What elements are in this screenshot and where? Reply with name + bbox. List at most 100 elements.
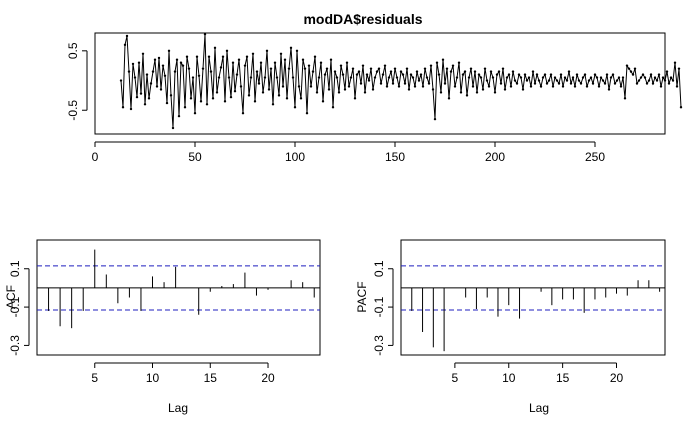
residual-point [441,58,445,61]
residual-point [641,73,645,76]
residual-point [131,62,135,66]
residual-point [469,67,473,70]
pacf-x-label: Lag [529,401,549,415]
residual-point [371,88,375,91]
residual-point [449,70,453,73]
x-tick-label: 15 [204,371,218,385]
residual-point [299,97,303,100]
residual-point [345,61,349,64]
residual-point [163,74,167,77]
residual-point [161,64,165,67]
residual-point [165,101,169,105]
x-tick-label: 5 [91,371,98,385]
residual-point [599,76,603,79]
residual-point [405,67,409,70]
residual-point [175,58,179,61]
residual-point [307,64,311,67]
residual-point [233,90,237,93]
pacf-x-axis: 5 10 15 20 [452,362,624,385]
residual-point [541,76,545,79]
residual-point [549,73,553,76]
residual-point [189,97,193,100]
residual-point [627,67,631,70]
residual-point [475,91,479,94]
residual-point [501,67,505,70]
residual-point [621,76,625,79]
residual-point [129,107,133,111]
residual-point [485,79,489,82]
residual-point [265,49,269,53]
residual-point [471,85,475,88]
residual-point [633,67,637,70]
residual-point [267,88,271,91]
residual-point [629,70,633,73]
residual-point [623,97,627,100]
residual-point [121,106,125,109]
residual-point [221,55,225,58]
residual-point [527,76,531,79]
residual-point [323,73,327,76]
residual-point [383,64,387,67]
residual-point [417,79,421,82]
residual-point [675,85,679,88]
residual-point [403,82,407,85]
residual-point [451,64,455,67]
residual-point [201,67,205,70]
residual-point [617,76,621,79]
residual-point [229,95,233,99]
residual-point [325,67,329,70]
residual-point [671,79,675,82]
y-tick-label: 0.5 [66,42,80,59]
residual-point [231,61,235,64]
residual-point [473,70,477,73]
residual-point [151,70,155,73]
residual-point [525,79,529,82]
residual-point [379,82,383,85]
residual-point [489,70,493,73]
residual-point [655,79,659,82]
acf-x-label: Lag [168,401,188,415]
residual-point [185,55,189,58]
residual-point [413,85,417,88]
residual-point [645,82,649,85]
residual-point [467,76,471,79]
residual-point [343,88,347,91]
residual-point [565,79,569,82]
residual-point [145,73,149,76]
residual-point [339,64,343,67]
residual-point [181,64,185,67]
x-tick-label: 15 [556,371,570,385]
residual-point [143,103,147,106]
residual-point [127,70,131,73]
residual-point [571,76,575,79]
residual-point [419,73,423,76]
residual-point [399,70,403,73]
residual-point [409,73,413,76]
residual-point [363,91,367,94]
residual-point [315,91,319,94]
residual-point [169,94,173,97]
residual-point [253,100,257,103]
residual-point [391,82,395,85]
residual-point [331,106,335,109]
residual-point [515,82,519,85]
residual-point [537,79,541,82]
residual-point [577,79,581,82]
residual-point [539,85,543,88]
residual-point [293,106,297,109]
residual-point [125,34,129,38]
residual-point [353,97,357,100]
residual-point [597,85,601,88]
residual-point [301,58,305,61]
residual-point [295,49,299,53]
residual-point [245,55,249,58]
residual-point [431,88,435,91]
residual-point [243,64,247,67]
residuals-series-points [119,32,683,130]
residual-point [619,85,623,88]
residual-point [433,117,437,121]
residual-point [321,100,325,103]
residual-point [465,94,469,97]
residual-point [235,73,239,76]
residual-point [377,67,381,70]
